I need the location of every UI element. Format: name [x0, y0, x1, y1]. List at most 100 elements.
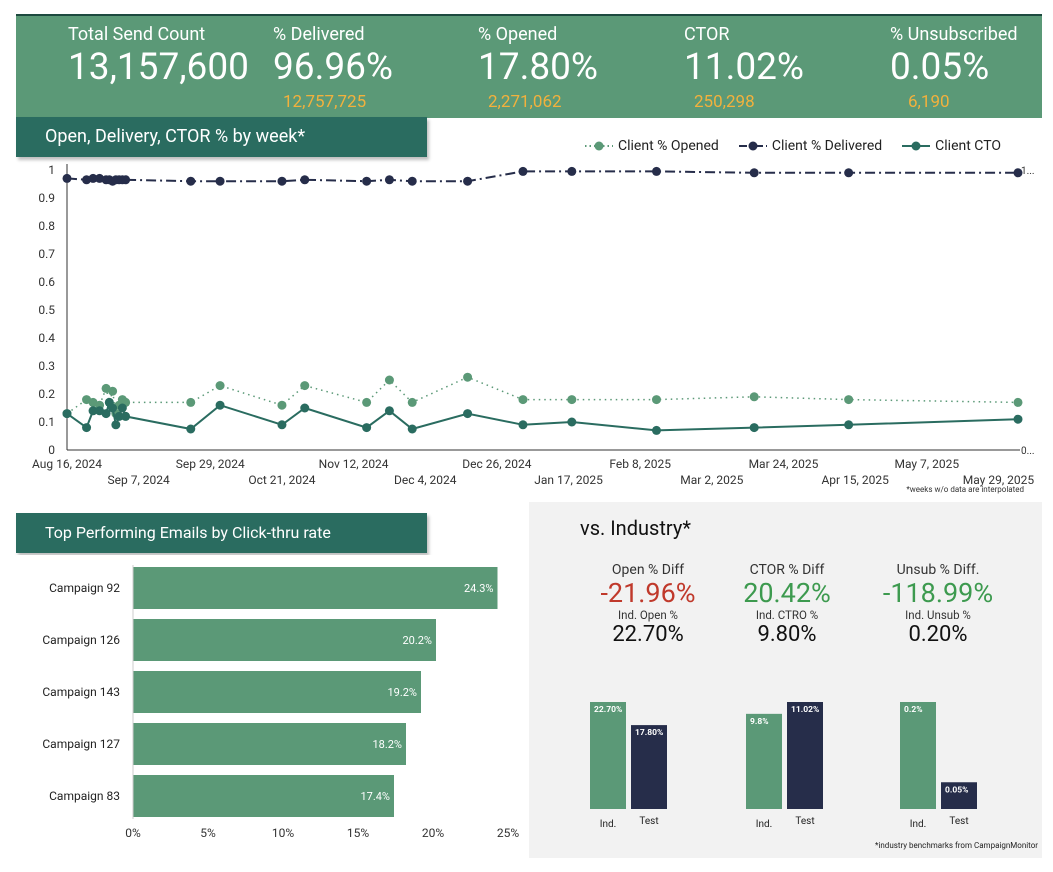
data-point-opened — [518, 395, 528, 405]
industry-title: vs. Industry* — [580, 516, 691, 540]
ctor-diff-block: CTOR % Diff 20.42% Ind. CTRO % 9.80% — [717, 562, 857, 648]
bar-chart-title: Top Performing Emails by Click-thru rate — [16, 513, 427, 553]
industry-bar — [900, 702, 936, 809]
x-tick-label: Sep 7, 2024 — [108, 473, 171, 487]
bar-value-label: 0.05% — [945, 785, 968, 795]
data-point-cto — [518, 420, 528, 430]
data-point-cto — [111, 420, 121, 430]
line-chart-legend: Client % Opened Client % Delivered Clien… — [585, 138, 1001, 154]
bar-x-tick-label: 10% — [272, 826, 294, 840]
kpi-label: % Opened — [478, 24, 558, 45]
bar-category-label: Test — [639, 816, 658, 827]
data-point-cto — [567, 417, 577, 427]
series-line-delivered — [66, 170, 1018, 183]
bar-value-label: 22.70% — [594, 705, 622, 715]
diff-label: Unsub % Diff. — [896, 562, 980, 578]
x-tick-label: Dec 4, 2024 — [394, 473, 457, 487]
bar-x-tick-label: 25% — [497, 826, 519, 840]
kpi-value: 17.80% — [478, 46, 599, 89]
bar-category-label: Test — [949, 816, 968, 827]
y-tick-label: 0.7 — [38, 247, 55, 261]
bar-x-tick-label: 20% — [422, 826, 444, 840]
data-point-cto — [117, 403, 127, 413]
diff-value: -118.99% — [882, 577, 994, 609]
legend-opened-swatch — [585, 141, 613, 151]
data-point-cto — [82, 423, 92, 433]
data-point-opened — [463, 372, 473, 382]
data-point-cto — [121, 411, 131, 421]
y-tick-label: 0.2 — [38, 387, 55, 401]
data-point-opened — [215, 381, 225, 391]
data-point-opened — [108, 386, 118, 396]
data-point-cto — [407, 424, 417, 434]
kpi-value: 0.05% — [890, 46, 990, 89]
data-point-delivered — [62, 173, 72, 183]
data-point-opened — [362, 397, 372, 407]
data-point-delivered — [1013, 168, 1023, 178]
kpi-sub: 2,271,062 — [488, 92, 562, 112]
data-point-opened — [749, 392, 759, 402]
kpi-value: 96.96% — [273, 46, 394, 89]
diff-value: 20.42% — [743, 577, 831, 609]
kpi-label: % Unsubscribed — [890, 24, 1018, 45]
diff-label: Open % Diff — [611, 562, 685, 578]
bar-x-tick-label: 5% — [200, 826, 216, 840]
data-point-delivered — [384, 175, 394, 185]
data-point-cto — [101, 409, 111, 419]
bar-x-tick-label: 0% — [125, 826, 141, 840]
x-tick-label: Mar 2, 2025 — [680, 473, 743, 487]
data-point-cto — [300, 403, 310, 413]
data-point-delivered — [300, 175, 310, 185]
data-point-delivered — [277, 176, 287, 186]
bar-category-label: Campaign 92 — [49, 581, 120, 595]
bar-category-label: Ind. — [600, 819, 617, 830]
industry-value: 9.80% — [757, 622, 817, 647]
y-tick-label: 0 — [48, 443, 55, 457]
industry-panel: vs. Industry* Open % Diff -21.96% Ind. O… — [529, 502, 1042, 858]
interpolation-footnote: *weeks w/o data are interpolated — [906, 485, 1024, 494]
line-chart: 0 0.1 0.2 0.3 0.4 0.5 0.6 0.7 0.8 0.9 1 Aug 16, 202… — [32, 163, 1034, 494]
data-point-opened — [407, 397, 417, 407]
bar-category-label: Campaign 83 — [49, 789, 120, 803]
x-tick-label: Apr 15, 2025 — [821, 473, 889, 487]
data-point-delivered — [186, 176, 196, 186]
kpi-sub: 6,190 — [908, 92, 950, 112]
x-tick-label: Jan 17, 2025 — [534, 473, 603, 487]
data-point-cto — [186, 424, 196, 434]
y-tick-label: 0.4 — [38, 331, 55, 345]
data-point-delivered — [651, 166, 661, 176]
data-point-delivered — [362, 176, 372, 186]
data-point-delivered — [749, 168, 759, 178]
legend-cto-label: Client CTO — [935, 138, 1001, 154]
y-tick-label: 1 — [48, 163, 55, 177]
data-point-cto — [362, 423, 372, 433]
kpi-label: % Delivered — [273, 24, 365, 45]
x-tick-label: May 7, 2025 — [894, 457, 959, 471]
x-tick-label: Oct 21, 2024 — [248, 473, 315, 487]
industry-bar — [746, 713, 782, 809]
unsub-diff-block: Unsub % Diff. -118.99% Ind. Unsub % 0.20… — [868, 562, 1008, 648]
x-tick-label: Feb 8, 2025 — [609, 457, 671, 471]
x-tick-label: Dec 26, 2024 — [462, 457, 532, 471]
data-point-opened — [384, 375, 394, 385]
data-point-delivered — [407, 176, 417, 186]
y-tick-label: 0.3 — [38, 359, 55, 373]
industry-bar — [590, 702, 626, 809]
data-point-opened — [186, 397, 196, 407]
data-point-delivered — [844, 168, 854, 178]
data-point-cto — [114, 411, 124, 421]
test-bar — [787, 702, 823, 809]
data-point-delivered — [215, 176, 225, 186]
industry-label: Ind. Open % — [618, 608, 678, 622]
kpi-sub: 12,757,725 — [283, 92, 367, 112]
kpi-value: 13,157,600 — [68, 46, 249, 89]
data-point-delivered — [518, 166, 528, 176]
bar-value-label: 17.80% — [635, 728, 663, 738]
series-line-cto — [66, 399, 1019, 432]
data-point-opened — [567, 395, 577, 405]
data-point-delivered — [121, 175, 131, 185]
bar-value-label: 9.8% — [750, 717, 769, 727]
data-point-cto — [651, 425, 661, 435]
industry-label: Ind. CTRO % — [755, 608, 819, 622]
series-line-opened — [66, 376, 1019, 417]
